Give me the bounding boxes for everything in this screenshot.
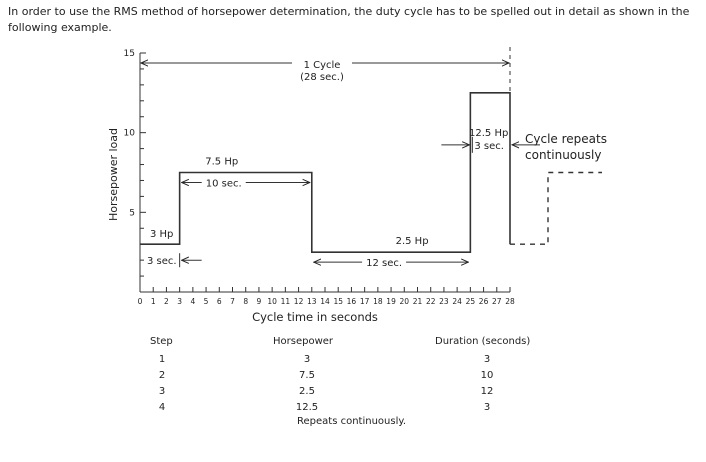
x-tick-label: 12 <box>294 297 304 306</box>
table-footer-note: Repeats continuously. <box>297 416 407 427</box>
table-column-horsepower: 3 7.5 2.5 12.5 <box>290 352 324 416</box>
x-tick-label: 1 <box>151 297 156 306</box>
table-column-duration: 3 10 12 3 <box>470 352 504 416</box>
repeat-label-line2: continuously <box>525 148 601 162</box>
table-column-step: 1 2 3 4 <box>150 352 174 416</box>
x-tick-label: 13 <box>307 297 317 306</box>
table-cell: 3 <box>483 354 491 365</box>
x-tick-label: 19 <box>386 297 396 306</box>
x-tick-label: 11 <box>281 297 291 306</box>
x-tick-label: 25 <box>466 297 476 306</box>
cycle-label-line2: (28 sec.) <box>300 72 344 83</box>
table-cell: 4 <box>158 402 166 413</box>
intro-paragraph: In order to use the RMS method of horsep… <box>8 5 690 34</box>
segment-duration-label: 10 sec. <box>206 179 242 190</box>
x-tick-label: 23 <box>439 297 449 306</box>
segment-duration-label: 3 sec. <box>474 141 504 152</box>
x-tick-label: 9 <box>257 297 262 306</box>
repeat-dashed-line <box>510 171 602 245</box>
table-cell: 12 <box>480 386 494 397</box>
x-tick-label: 16 <box>347 297 357 306</box>
x-tick-label: 5 <box>204 297 209 306</box>
table-header-horsepower: Horsepower <box>273 336 334 347</box>
x-tick-label: 2 <box>164 297 169 306</box>
x-tick-label: 7 <box>230 297 235 306</box>
segment-duration-label: 3 sec. <box>147 256 177 267</box>
x-tick-label: 18 <box>373 297 383 306</box>
x-tick-label: 0 <box>138 297 143 306</box>
segment-hp-label: 3 Hp <box>150 229 173 240</box>
repeat-label-line1: Cycle repeats <box>525 132 607 146</box>
x-tick-label: 27 <box>492 297 502 306</box>
x-tick-label: 14 <box>320 297 330 306</box>
y-tick-label: 15 <box>124 49 135 59</box>
segment-hp-label: 7.5 Hp <box>205 157 238 168</box>
x-tick-label: 24 <box>452 297 462 306</box>
table-cell: 3 <box>158 386 166 397</box>
table-header-duration: Duration (seconds) <box>435 336 531 347</box>
table-cell: 7.5 <box>299 370 315 381</box>
table-cell: 1 <box>158 354 166 365</box>
x-axis-label: Cycle time in seconds <box>252 310 378 324</box>
segment-hp-label: 12.5 Hp <box>469 128 508 139</box>
segment-hp-label: 2.5 Hp <box>396 236 429 247</box>
x-tick-label: 8 <box>243 297 248 306</box>
x-tick-label: 28 <box>505 297 515 306</box>
table-cell: 3 <box>483 402 491 413</box>
table-cell: 2 <box>158 370 166 381</box>
table-cell: 2.5 <box>299 386 315 397</box>
y-axis-label: Horsepower load <box>107 128 120 221</box>
y-tick-label: 5 <box>129 208 135 218</box>
x-tick-label: 6 <box>217 297 222 306</box>
table-cell: 12.5 <box>295 402 319 413</box>
cycle-label-line1: 1 Cycle <box>304 60 341 71</box>
table-cell: 10 <box>480 370 494 381</box>
table-header-step: Step <box>150 336 173 347</box>
x-tick-label: 15 <box>333 297 343 306</box>
x-tick-label: 22 <box>426 297 436 306</box>
x-tick-label: 4 <box>190 297 195 306</box>
segment-duration-label: 12 sec. <box>366 258 402 269</box>
x-tick-label: 21 <box>413 297 423 306</box>
x-tick-label: 26 <box>479 297 489 306</box>
x-tick-label: 17 <box>360 297 370 306</box>
table-cell: 3 <box>303 354 311 365</box>
x-tick-label: 20 <box>400 297 410 306</box>
duty-cycle-step-line <box>140 92 511 253</box>
x-tick-label: 3 <box>177 297 182 306</box>
y-tick-label: 10 <box>124 129 136 139</box>
x-tick-label: 10 <box>267 297 277 306</box>
